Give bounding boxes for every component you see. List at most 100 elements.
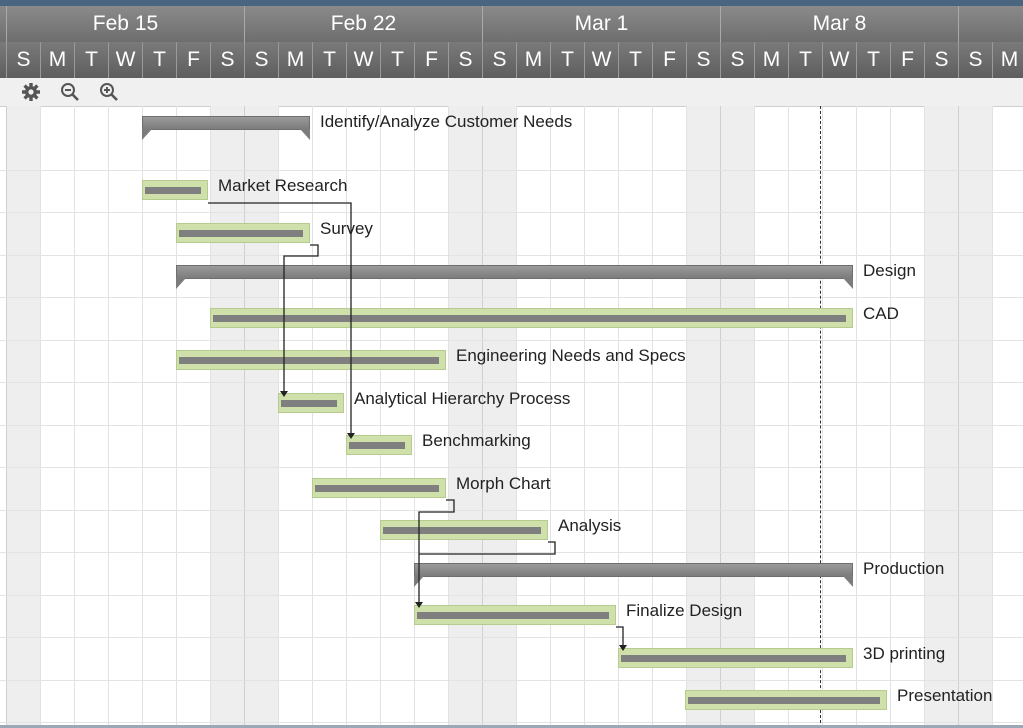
task-label: Identify/Analyze Customer Needs <box>320 112 573 131</box>
today-marker <box>820 106 821 728</box>
task-label: Presentation <box>897 686 993 705</box>
task-label: Engineering Needs and Specs <box>456 346 686 365</box>
task-bar[interactable] <box>142 180 208 200</box>
grid-column-line <box>108 106 109 728</box>
grid-row-line <box>0 680 1023 681</box>
weekend-shade <box>6 106 40 728</box>
day-letter: M <box>992 42 1023 78</box>
gear-icon[interactable] <box>20 81 42 103</box>
task-label: Analysis <box>558 516 622 535</box>
day-letter: M <box>516 42 550 78</box>
grid-row-line <box>0 552 1023 553</box>
grid-column-line <box>754 106 755 728</box>
task-label: Analytical Hierarchy Process <box>354 389 571 408</box>
zoom-out-icon[interactable] <box>59 81 81 103</box>
day-letter: M <box>40 42 74 78</box>
day-letter: F <box>652 42 686 78</box>
summary-bar[interactable] <box>142 116 310 140</box>
weekend-shade <box>720 106 754 728</box>
task-label: Design <box>863 261 916 280</box>
day-letter: T <box>380 42 414 78</box>
dependency-arrowhead <box>347 433 355 439</box>
day-letter: W <box>346 42 380 78</box>
task-label: Production <box>863 559 945 578</box>
grid-row-line <box>0 722 1023 723</box>
dependency-line <box>419 541 556 555</box>
weekend-shade <box>210 106 244 728</box>
dependency-line <box>283 244 319 392</box>
grid-column-line <box>176 106 177 728</box>
grid-column-line <box>74 106 75 728</box>
day-letter: F <box>890 42 924 78</box>
task-bar[interactable] <box>210 308 853 328</box>
grid-column-line <box>822 106 823 728</box>
grid-column-line <box>958 106 959 728</box>
weekend-shade <box>924 106 958 728</box>
day-letter: S <box>244 42 278 78</box>
task-label: Finalize Design <box>626 601 743 620</box>
grid-column-line <box>686 106 687 728</box>
grid-row-line <box>0 255 1023 256</box>
task-label: Survey <box>320 219 373 238</box>
grid-column-line <box>142 106 143 728</box>
zoom-in-icon[interactable] <box>98 81 120 103</box>
week-header-row: Feb 15 Feb 22 Mar 1 Mar 8 <box>0 6 1023 42</box>
dependency-arrowhead <box>415 602 423 608</box>
dependency-arrowhead <box>280 391 288 397</box>
task-bar[interactable] <box>618 648 853 668</box>
task-bar[interactable] <box>312 478 446 498</box>
grid-column-line <box>346 106 347 728</box>
grid-row-line <box>0 297 1023 298</box>
task-bar[interactable] <box>380 520 548 540</box>
grid-row-line <box>0 340 1023 341</box>
day-letter: T <box>142 42 176 78</box>
day-letter: S <box>210 42 244 78</box>
task-bar[interactable] <box>176 350 446 370</box>
gantt-toolbar <box>0 78 1023 107</box>
grid-column-line <box>448 106 449 728</box>
day-letter: T <box>550 42 584 78</box>
dependency-line <box>208 202 352 434</box>
task-bar[interactable] <box>346 435 412 455</box>
window-top-bar <box>0 0 1023 6</box>
task-label: Morph Chart <box>456 474 551 493</box>
summary-bar[interactable] <box>176 265 853 289</box>
bottom-edge <box>0 725 1023 728</box>
task-bar[interactable] <box>278 393 344 413</box>
grid-column-line <box>516 106 517 728</box>
dependency-line <box>418 499 455 603</box>
day-letter: T <box>856 42 890 78</box>
grid-row-line <box>0 595 1023 596</box>
dependency-line <box>616 626 624 646</box>
dependency-arrowhead <box>619 645 627 651</box>
task-label: 3D printing <box>863 644 946 663</box>
week-label: Feb 22 <box>244 6 482 42</box>
task-bar[interactable] <box>176 223 310 243</box>
day-letter: F <box>176 42 210 78</box>
task-bar[interactable] <box>414 605 616 625</box>
week-label: Mar 8 <box>720 6 958 42</box>
grid-column-line <box>380 106 381 728</box>
summary-bar[interactable] <box>414 563 853 587</box>
grid-row-line <box>0 510 1023 511</box>
day-letter: M <box>278 42 312 78</box>
task-label: Market Research <box>218 176 348 195</box>
grid-column-line <box>550 106 551 728</box>
grid-column-line <box>924 106 925 728</box>
day-letter: T <box>788 42 822 78</box>
grid-column-line <box>482 106 483 728</box>
task-bar[interactable] <box>685 690 887 710</box>
day-letter: F <box>414 42 448 78</box>
grid-column-line <box>788 106 789 728</box>
day-letter: T <box>618 42 652 78</box>
dependency-arrows <box>208 202 627 651</box>
day-letter: S <box>482 42 516 78</box>
day-letter: W <box>584 42 618 78</box>
grid-row-line <box>0 467 1023 468</box>
task-label: Benchmarking <box>422 431 531 450</box>
day-letter: W <box>108 42 142 78</box>
grid-column-line <box>890 106 891 728</box>
weekend-shade <box>686 106 720 728</box>
grid-column-line <box>584 106 585 728</box>
